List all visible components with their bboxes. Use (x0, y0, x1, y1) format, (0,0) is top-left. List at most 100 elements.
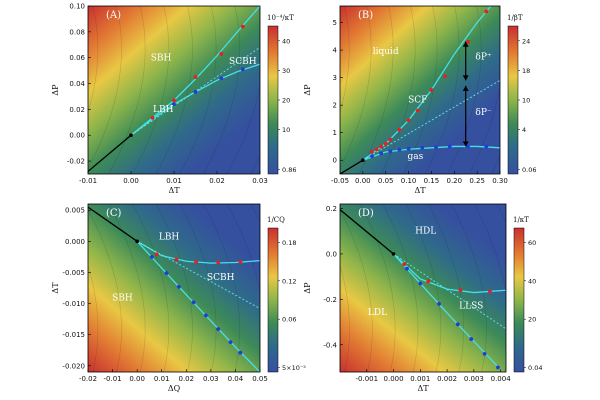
contour-line (8, 0, 50, 184)
blue-point (193, 90, 198, 94)
blue-point (466, 144, 470, 149)
red-point (458, 288, 463, 293)
contour-line (560, 194, 600, 382)
dotted-line (393, 253, 506, 330)
heatmap-background (88, 204, 260, 372)
x-tick-label: 0.15 (424, 177, 440, 185)
critical-point (361, 158, 365, 163)
x-tick-label: 0.03 (252, 177, 268, 185)
arrow-head-down (462, 141, 469, 147)
y-tick-label: -0.2 (323, 296, 337, 304)
red-point (429, 88, 434, 92)
panel-label: (D) (358, 208, 374, 219)
contour-line (574, 0, 600, 184)
colorbar (267, 227, 279, 373)
colorbar-tick-label: 0.86 (282, 166, 296, 174)
red-point (370, 150, 374, 154)
contour-line (537, 194, 578, 382)
x-tick-label: 0.05 (378, 177, 394, 185)
blue-point (228, 340, 233, 345)
colorbar-tick-label: 30 (282, 67, 290, 75)
y-tick-label: 5 (333, 19, 337, 27)
colorbar-tick-label: 4 (522, 126, 526, 134)
x-tick-label: -0.02 (79, 375, 97, 383)
contour-line (88, 264, 99, 372)
contour-line (131, 6, 170, 174)
y-axis-label: ΔT (51, 282, 60, 294)
contour-line (202, 6, 240, 174)
contour-line (179, 6, 217, 174)
blue-point (370, 154, 374, 158)
x-tick-label: 0.25 (469, 177, 485, 185)
x-tick-label: 0.30 (492, 177, 508, 185)
contour-line (88, 6, 122, 170)
critical-point (391, 252, 396, 256)
critical-point (135, 239, 139, 244)
x-tick-label: -0.05 (331, 177, 349, 185)
x-axis-label: ΔT (414, 186, 426, 195)
x-tick-label: 0.02 (178, 375, 194, 383)
red-point (193, 75, 198, 79)
contour-line (496, 204, 506, 223)
plot-frame (339, 203, 507, 373)
blue-point (482, 351, 487, 356)
contour-line (250, 155, 260, 174)
contour-line (88, 6, 99, 114)
y-tick-label: -0.010 (62, 300, 85, 308)
blue-point (447, 144, 452, 149)
blue-point (437, 301, 441, 306)
region-label: gas (408, 152, 424, 162)
blue-point (216, 327, 221, 331)
y-tick-label: 0.000 (65, 238, 85, 246)
contour-line (292, 0, 334, 184)
contour-line (202, 204, 240, 372)
colorbar-tick-label: 20 (282, 97, 290, 105)
contour-line (0, 0, 27, 184)
red-point (484, 9, 489, 14)
blue-point (172, 102, 176, 107)
y-tick-label: 0.00 (69, 132, 85, 140)
x-tick-label: 0.10 (401, 177, 417, 185)
panel-3: LBH SBH SCBH (C) -0.02 -0.01 0.00 0.01 0.02 0.03 0… (51, 203, 306, 393)
red-point (172, 98, 176, 103)
colorbar (513, 227, 525, 373)
colorbar-tick-label: 18 (522, 67, 530, 75)
x-tick-label: 0.002 (437, 375, 457, 383)
y-tick-label: -0.4 (323, 341, 337, 349)
colorbar-tick-label: 40 (528, 277, 536, 285)
red-point (374, 147, 379, 152)
contour-line (340, 6, 372, 170)
region-label: LDL (368, 308, 387, 318)
colorbar-tick-label: 0.18 (282, 239, 296, 247)
colorbar (267, 25, 279, 175)
arrow-head-up (462, 41, 469, 47)
x-axis-label: ΔT (417, 384, 429, 393)
red-point (383, 141, 388, 146)
region-label: SCBH (229, 57, 257, 67)
contour-line (382, 204, 419, 372)
region-label: LBH (153, 105, 174, 115)
heatmap-background (88, 6, 260, 174)
blue-point (204, 313, 208, 318)
lower-cyan-line (393, 253, 502, 371)
contour-lines (340, 194, 600, 382)
x-tick-label: 0.20 (446, 177, 462, 185)
x-tick-label: 0.00 (123, 177, 139, 185)
blue-point (434, 145, 438, 150)
red-point (466, 39, 470, 44)
y-tick-label: 0.04 (69, 80, 85, 88)
contour-line (552, 0, 591, 184)
colorbar-title: 1/CQ (267, 216, 285, 224)
colorbar-tick-label: 0.06 (522, 166, 536, 174)
red-point (379, 144, 384, 149)
y-tick-label: 0.0 (326, 250, 337, 258)
blue-point (240, 67, 245, 72)
red-point (238, 259, 243, 264)
contour-line (530, 0, 569, 184)
colorbar-tick-label: 24 (522, 37, 530, 45)
y-tick-label: 0.06 (69, 54, 85, 62)
x-tick-label: -0.01 (79, 177, 97, 185)
x-tick-label: -0.001 (355, 375, 378, 383)
blue-point (238, 350, 243, 355)
